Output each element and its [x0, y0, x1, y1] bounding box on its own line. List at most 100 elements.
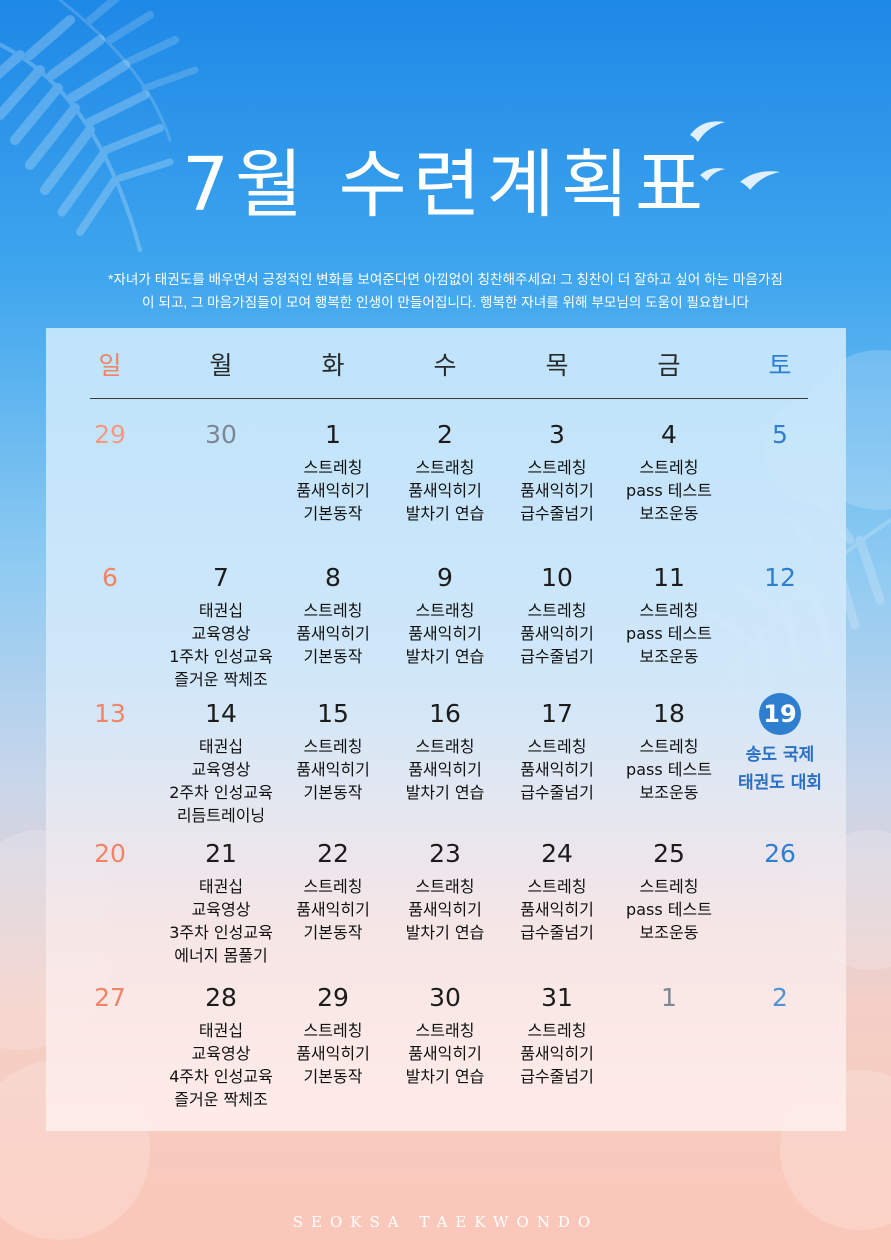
calendar-day: 8 스트레칭 품새익히기 기본동작	[277, 563, 389, 668]
activity-item: pass 테스트	[626, 900, 712, 919]
activity-item: 급수줄넘기	[520, 1067, 594, 1086]
activity-item: 스트레칭	[527, 1021, 587, 1040]
day-number: 15	[317, 699, 349, 728]
activity-item: 급수줄넘기	[520, 923, 594, 942]
activity-item: pass 테스트	[626, 481, 712, 500]
weekday-label: 목	[545, 351, 569, 380]
activity-item: 품새익히기	[520, 1044, 594, 1063]
notice-line-1: *자녀가 태권도를 배우면서 긍정적인 변화를 보여준다면 아낌없이 칭찬해주세…	[108, 272, 783, 287]
day-number: 11	[653, 563, 685, 592]
activity-item: 4주차 인성교육	[169, 1067, 273, 1086]
day-number: 4	[661, 420, 677, 449]
day-number: 26	[764, 839, 796, 868]
activity-item: 스트레칭	[639, 877, 699, 896]
activity-item: 기본동작	[303, 783, 363, 802]
calendar-day: 14 태권십 교육영상 2주차 인성교육 리듬트레이닝	[165, 699, 277, 827]
calendar-day: 1	[613, 983, 725, 1013]
day-number: 21	[205, 839, 237, 868]
activity-item: 3주차 인성교육	[169, 923, 273, 942]
day-number: 29	[94, 420, 126, 449]
day-number: 7	[213, 563, 229, 592]
event-label: 송도 국제	[745, 745, 815, 765]
activity-item: 급수줄넘기	[520, 783, 594, 802]
activity-item: 보조운동	[639, 504, 699, 523]
calendar-day: 6	[54, 563, 166, 593]
activity-item: 품새익히기	[296, 900, 370, 919]
activity-item: 에너지 몸풀기	[174, 946, 268, 965]
day-number: 14	[205, 699, 237, 728]
activity-item: 품새익히기	[408, 760, 482, 779]
day-number: 27	[94, 983, 126, 1012]
day-number: 1	[325, 420, 341, 449]
calendar-day: 1 스트레칭 품새익히기 기본동작	[277, 420, 389, 525]
day-number: 13	[94, 699, 126, 728]
activity-item: 태권십	[198, 601, 244, 620]
day-number: 23	[429, 839, 461, 868]
activity-item: 급수줄넘기	[520, 504, 594, 523]
activity-item: 기본동작	[303, 1067, 363, 1086]
calendar-day: 13	[54, 699, 166, 729]
activity-item: 스트레칭	[527, 458, 587, 477]
day-number: 20	[94, 839, 126, 868]
activity-item: 리듬트레이닝	[176, 806, 266, 825]
activity-item: 발차기 연습	[405, 504, 485, 523]
notice-text: *자녀가 태권도를 배우면서 긍정적인 변화를 보여준다면 아낌없이 칭찬해주세…	[20, 268, 871, 314]
activity-item: 품새익히기	[408, 624, 482, 643]
activity-item: 스트래칭	[415, 1021, 475, 1040]
activity-item: 즐거운 짝체조	[174, 670, 268, 689]
day-number: 30	[429, 983, 461, 1012]
activity-item: 기본동작	[303, 647, 363, 666]
activity-item: 품새익히기	[296, 624, 370, 643]
weekday-label: 일	[98, 351, 122, 380]
activity-item: 스트레칭	[639, 737, 699, 756]
day-number: 8	[325, 563, 341, 592]
activity-item: pass 테스트	[626, 624, 712, 643]
activity-item: 스트래칭	[415, 877, 475, 896]
calendar-day: 30	[165, 420, 277, 450]
header-divider	[90, 398, 808, 399]
activity-item: 품새익히기	[408, 900, 482, 919]
activity-item: 태권십	[198, 877, 244, 896]
activity-item: 교육영상	[191, 900, 251, 919]
event-day-badge: 19	[759, 693, 801, 735]
activity-item: 태권십	[198, 737, 244, 756]
activity-item: 품새익히기	[408, 481, 482, 500]
calendar-day: 7 태권십 교육영상 1주차 인성교육 즐거운 짝체조	[165, 563, 277, 691]
calendar-day: 24 스트레칭 품새익히기 급수줄넘기	[501, 839, 613, 944]
day-number: 30	[205, 420, 237, 449]
calendar-day: 29 스트레칭 품새익히기 기본동작	[277, 983, 389, 1088]
activity-item: 보조운동	[639, 923, 699, 942]
calendar-day: 9 스트래칭 품새익히기 발차기 연습	[389, 563, 501, 668]
activity-item: 기본동작	[303, 923, 363, 942]
activity-item: 품새익히기	[520, 760, 594, 779]
calendar-day: 15 스트레칭 품새익히기 기본동작	[277, 699, 389, 804]
footer-brand: SEOKSA TAEKWONDO	[292, 1213, 599, 1231]
activity-item: 스트레칭	[303, 458, 363, 477]
day-number: 1	[661, 983, 677, 1012]
day-number: 9	[437, 563, 453, 592]
seagull-icon	[690, 121, 780, 190]
activity-item: 태권십	[198, 1021, 244, 1040]
calendar-day: 12	[724, 563, 836, 593]
activity-item: 스트래칭	[415, 737, 475, 756]
activity-item: 스트래칭	[415, 601, 475, 620]
activity-item: 스트레칭	[303, 877, 363, 896]
activity-item: 교육영상	[191, 624, 251, 643]
calendar-day: 25 스트레칭 pass 테스트 보조운동	[613, 839, 725, 944]
activity-item: 품새익히기	[520, 481, 594, 500]
activity-item: 품새익히기	[296, 1044, 370, 1063]
day-number: 2	[437, 420, 453, 449]
activity-item: 급수줄넘기	[520, 647, 594, 666]
calendar-day: 10 스트레칭 품새익히기 급수줄넘기	[501, 563, 613, 668]
calendar-day: 26	[724, 839, 836, 869]
day-number: 3	[549, 420, 565, 449]
day-number: 5	[772, 420, 788, 449]
day-number: 31	[541, 983, 573, 1012]
event-label: 태권도 대회	[737, 773, 823, 793]
day-number: 28	[205, 983, 237, 1012]
